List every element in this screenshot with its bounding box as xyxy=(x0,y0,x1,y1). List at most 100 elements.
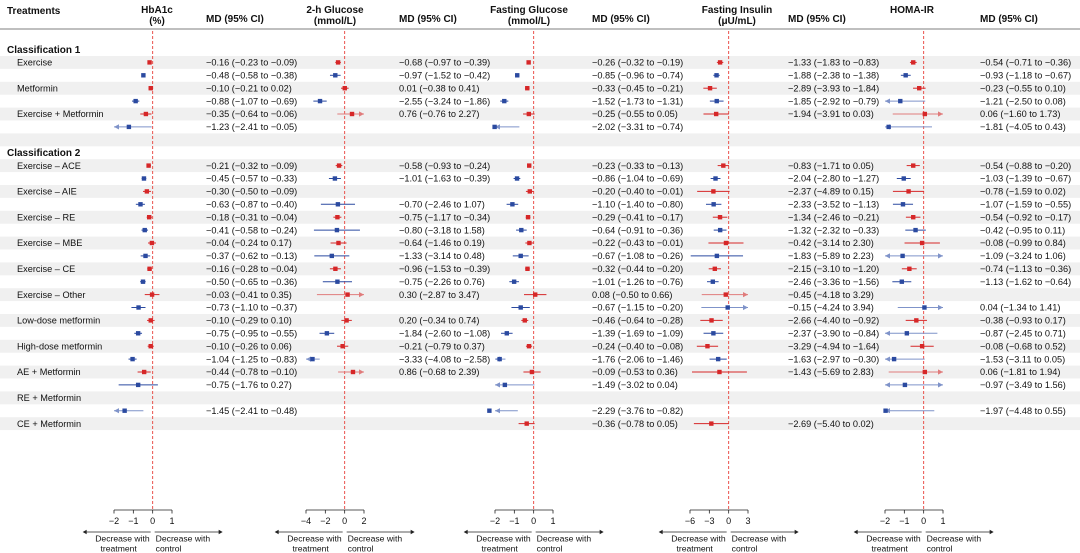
ci-arrow-left xyxy=(885,330,890,336)
md-ci-value: −0.30 (−0.50 to −0.09) xyxy=(206,187,297,197)
md-ci-value: −0.97 (−3.49 to 1.56) xyxy=(980,380,1066,390)
treatment-label: Metformin xyxy=(17,83,58,93)
md-ci-header: MD (95% CI) xyxy=(980,14,1038,25)
point-estimate xyxy=(711,331,716,336)
point-estimate xyxy=(911,215,916,220)
point-estimate xyxy=(714,253,720,259)
point-estimate xyxy=(898,98,903,104)
x-tick-label: −1 xyxy=(128,516,138,526)
point-estimate xyxy=(527,240,532,246)
direction-label-left: treatment xyxy=(293,544,330,553)
point-estimate xyxy=(715,356,721,362)
md-ci-header: MD (95% CI) xyxy=(206,14,264,25)
md-ci-value: −0.08 (−0.99 to 0.84) xyxy=(980,238,1066,248)
point-estimate xyxy=(147,60,152,65)
point-estimate xyxy=(533,292,538,297)
md-ci-value: −1.33 (−1.83 to −0.83) xyxy=(788,58,879,68)
md-ci-value: −0.54 (−0.92 to −0.17) xyxy=(980,212,1071,222)
direction-label-right: control xyxy=(732,544,758,553)
ci-arrow-right xyxy=(938,304,943,311)
md-ci-value: −0.29 (−0.41 to −0.17) xyxy=(592,212,683,222)
panel-title-1: (mmol/L) xyxy=(314,16,356,27)
row-stripe xyxy=(0,262,1080,276)
point-estimate xyxy=(349,111,355,117)
x-tick-label: 0 xyxy=(150,516,155,526)
md-ci-value: −0.46 (−0.64 to −0.28) xyxy=(592,316,683,326)
treatment-label: Low-dose metformin xyxy=(17,316,100,326)
point-estimate xyxy=(133,98,138,104)
md-ci-value: −1.39 (−1.69 to −1.09) xyxy=(592,329,683,339)
md-ci-value: 0.20 (−0.34 to 0.74) xyxy=(399,316,479,326)
direction-arrowhead-left xyxy=(658,529,663,535)
point-estimate xyxy=(148,344,153,349)
md-ci-value: 0.06 (−1.81 to 1.94) xyxy=(980,367,1060,377)
md-ci-value: −2.55 (−3.24 to −1.86) xyxy=(399,96,490,106)
point-estimate xyxy=(329,253,335,259)
x-tick-label: 0 xyxy=(342,516,347,526)
row-stripe xyxy=(0,339,1080,353)
panel-title-4: HOMA-IR xyxy=(890,5,935,16)
point-estimate xyxy=(526,111,532,117)
md-ci-value: −0.80 (−3.18 to 1.58) xyxy=(399,225,485,235)
ci-arrow-right xyxy=(938,111,943,117)
md-ci-value: −1.85 (−2.92 to −0.79) xyxy=(788,96,879,106)
row-stripe xyxy=(0,133,1080,147)
md-ci-value: −0.73 (−1.10 to −0.37) xyxy=(206,303,297,313)
point-estimate xyxy=(917,86,922,91)
md-ci-value: −0.42 (−3.14 to 2.30) xyxy=(788,238,874,248)
point-estimate xyxy=(138,202,143,207)
md-ci-value: −0.42 (−0.95 to 0.11) xyxy=(980,225,1065,235)
forest-rows: Classification 1 Exercise −0.16 (−0.23 to … xyxy=(7,45,1071,429)
treatment-label: Exercise – CE xyxy=(17,264,75,274)
md-ci-value: −1.01 (−1.26 to −0.76) xyxy=(592,277,683,287)
point-estimate xyxy=(335,60,341,65)
md-ci-value: 0.86 (−0.68 to 2.39) xyxy=(399,367,479,377)
md-ci-value: −0.96 (−1.53 to −0.39) xyxy=(399,264,490,274)
x-tick-label: −2 xyxy=(880,516,890,526)
ci-arrow-right xyxy=(743,304,748,311)
point-estimate xyxy=(136,305,141,310)
point-estimate xyxy=(717,215,723,220)
row-stripe xyxy=(0,107,1080,121)
point-estimate xyxy=(717,369,722,375)
md-ci-value: −2.89 (−3.93 to −1.84) xyxy=(788,83,879,93)
point-estimate xyxy=(336,163,342,168)
md-ci-value: −2.04 (−2.80 to −1.27) xyxy=(788,174,879,184)
md-ci-value: −0.83 (−1.71 to 0.05) xyxy=(788,161,874,171)
treatment-label: Exercise – Other xyxy=(17,290,85,300)
md-ci-value: −0.10 (−0.29 to 0.10) xyxy=(206,316,292,326)
point-estimate xyxy=(906,189,911,194)
md-ci-value: −0.32 (−0.44 to −0.20) xyxy=(592,264,683,274)
ci-arrow-left xyxy=(306,356,311,362)
point-estimate xyxy=(707,86,713,91)
point-estimate xyxy=(907,266,912,271)
direction-label-left: treatment xyxy=(482,544,519,553)
direction-label-right: Decrease with xyxy=(348,534,403,544)
point-estimate xyxy=(333,266,338,271)
md-ci-value: −1.23 (−2.41 to −0.05) xyxy=(206,122,297,132)
direction-label-right: Decrease with xyxy=(732,534,787,544)
x-tick-label: −2 xyxy=(320,516,330,526)
point-estimate xyxy=(886,124,891,130)
treatment-label: Exercise – ACE xyxy=(17,161,81,171)
direction-arrowhead-right xyxy=(989,529,994,535)
md-ci-value: −0.75 (−0.95 to −0.55) xyxy=(206,329,297,339)
point-estimate xyxy=(900,253,905,259)
md-ci-value: −1.34 (−2.46 to −0.21) xyxy=(788,212,879,222)
direction-label-left: treatment xyxy=(872,544,909,553)
md-ci-value: −1.63 (−2.97 to −0.30) xyxy=(788,354,879,364)
point-estimate xyxy=(502,98,507,104)
x-tick-label: 1 xyxy=(940,516,945,526)
md-ci-value: −1.32 (−2.32 to −0.33) xyxy=(788,225,879,235)
md-ci-value: −0.45 (−4.18 to 3.29) xyxy=(788,290,874,300)
treatment-label: CE + Metformin xyxy=(17,419,81,429)
md-ci-value: −1.01 (−1.63 to −0.39) xyxy=(399,174,490,184)
direction-arrowhead-left xyxy=(463,529,468,535)
md-ci-value: −1.94 (−3.91 to 0.03) xyxy=(788,109,874,119)
x-tick-label: −1 xyxy=(899,516,909,526)
point-estimate xyxy=(526,60,531,65)
direction-arrowhead-right xyxy=(410,529,415,535)
point-estimate xyxy=(518,305,523,310)
point-estimate xyxy=(709,318,714,323)
row-stripe xyxy=(0,210,1080,224)
